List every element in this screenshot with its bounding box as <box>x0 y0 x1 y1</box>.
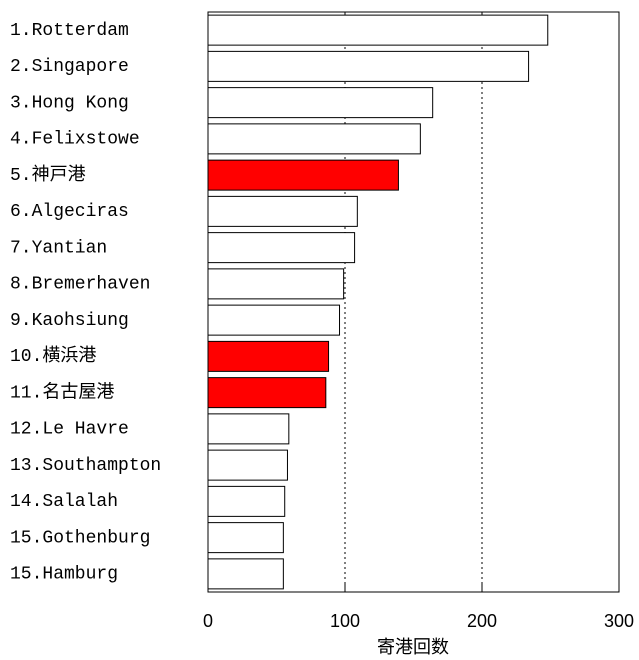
bar <box>207 340 330 372</box>
bar <box>207 413 290 445</box>
x-tick-label: 100 <box>330 611 360 631</box>
y-tick-label: 12.Le Havre <box>10 420 129 440</box>
bar <box>207 485 286 517</box>
x-axis-label: 寄港回数 <box>377 637 449 657</box>
y-tick-label: 5.神戸港 <box>10 164 86 186</box>
bar <box>207 232 356 264</box>
bar <box>207 268 345 300</box>
y-tick-label: 3.Hong Kong <box>10 93 129 113</box>
y-tick-label: 7.Yantian <box>10 238 107 258</box>
bar <box>207 195 358 227</box>
bar <box>207 14 549 46</box>
bar <box>207 558 284 590</box>
y-tick-label: 1.Rotterdam <box>10 21 129 41</box>
bar <box>207 123 421 155</box>
y-tick-label: 14.Salalah <box>10 492 118 512</box>
y-tick-label: 4.Felixstowe <box>10 130 140 150</box>
y-tick-label: 6.Algeciras <box>10 202 129 222</box>
y-tick-label: 10.横浜港 <box>10 345 96 367</box>
bar <box>207 87 434 119</box>
x-tick-label: 300 <box>604 611 634 631</box>
plot-frame <box>207 11 620 593</box>
y-tick-label: 13.Southampton <box>10 456 161 476</box>
bar <box>207 449 288 481</box>
bar <box>207 50 530 82</box>
y-tick-label: 15.Hamburg <box>10 565 118 585</box>
y-tick-label: 8.Bremerhaven <box>10 275 150 295</box>
bar <box>207 377 327 409</box>
y-tick-label: 2.Singapore <box>10 57 129 77</box>
bar <box>207 522 284 554</box>
y-tick-label: 11.名古屋港 <box>10 381 114 403</box>
bar <box>207 304 341 336</box>
bar <box>207 159 399 191</box>
y-tick-label: 15.Gothenburg <box>10 528 150 548</box>
y-tick-label: 9.Kaohsiung <box>10 311 129 331</box>
x-tick-label: 200 <box>467 611 497 631</box>
x-tick-label: 0 <box>203 611 213 631</box>
